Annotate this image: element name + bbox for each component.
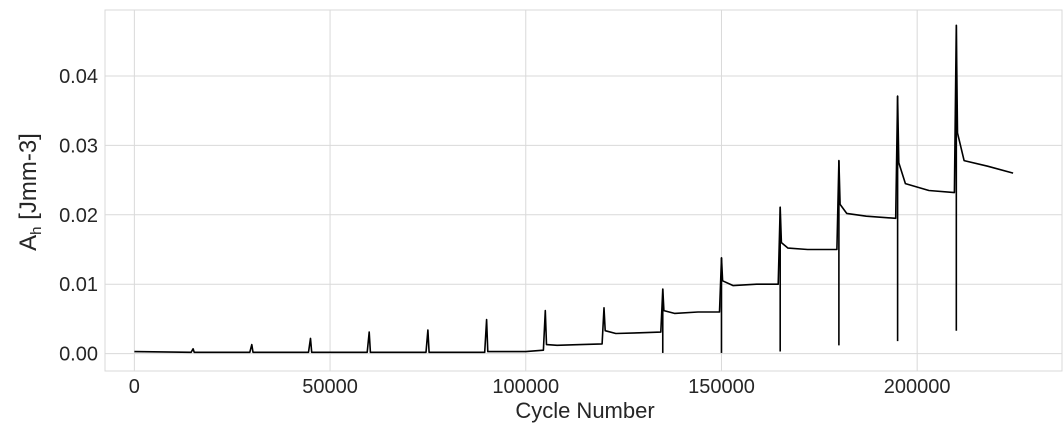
x-tick-labels: 0 50000 100000 150000 200000 [129,376,951,398]
y-gridlines [105,75,1062,355]
y-axis-label-main: A [15,235,42,251]
x-tick-label: 100000 [492,376,559,398]
x-axis-label: Cycle Number [515,398,654,423]
y-tick-labels: 0.00 0.01 0.02 0.03 0.04 [59,66,98,366]
y-axis-label: Ah [Jmm-3] [15,133,45,251]
plot-background [105,10,1062,371]
series-group [134,24,1014,354]
series-line [134,24,1014,354]
x-tick-label: 0 [129,376,140,398]
y-tick-label: 0.03 [59,135,98,157]
plot-frame [104,9,1063,372]
x-tick-label: 150000 [688,376,755,398]
y-tick-label: 0.02 [59,205,98,227]
x-tick-label: 50000 [302,376,358,398]
y-tick-label: 0.00 [59,344,98,366]
y-axis-label-unit: [Jmm-3] [15,133,42,226]
y-tick-label: 0.04 [59,66,98,88]
x-tick-label: 200000 [884,376,951,398]
y-tick-label: 0.01 [59,274,98,296]
y-axis-label-subscript: h [28,226,45,234]
